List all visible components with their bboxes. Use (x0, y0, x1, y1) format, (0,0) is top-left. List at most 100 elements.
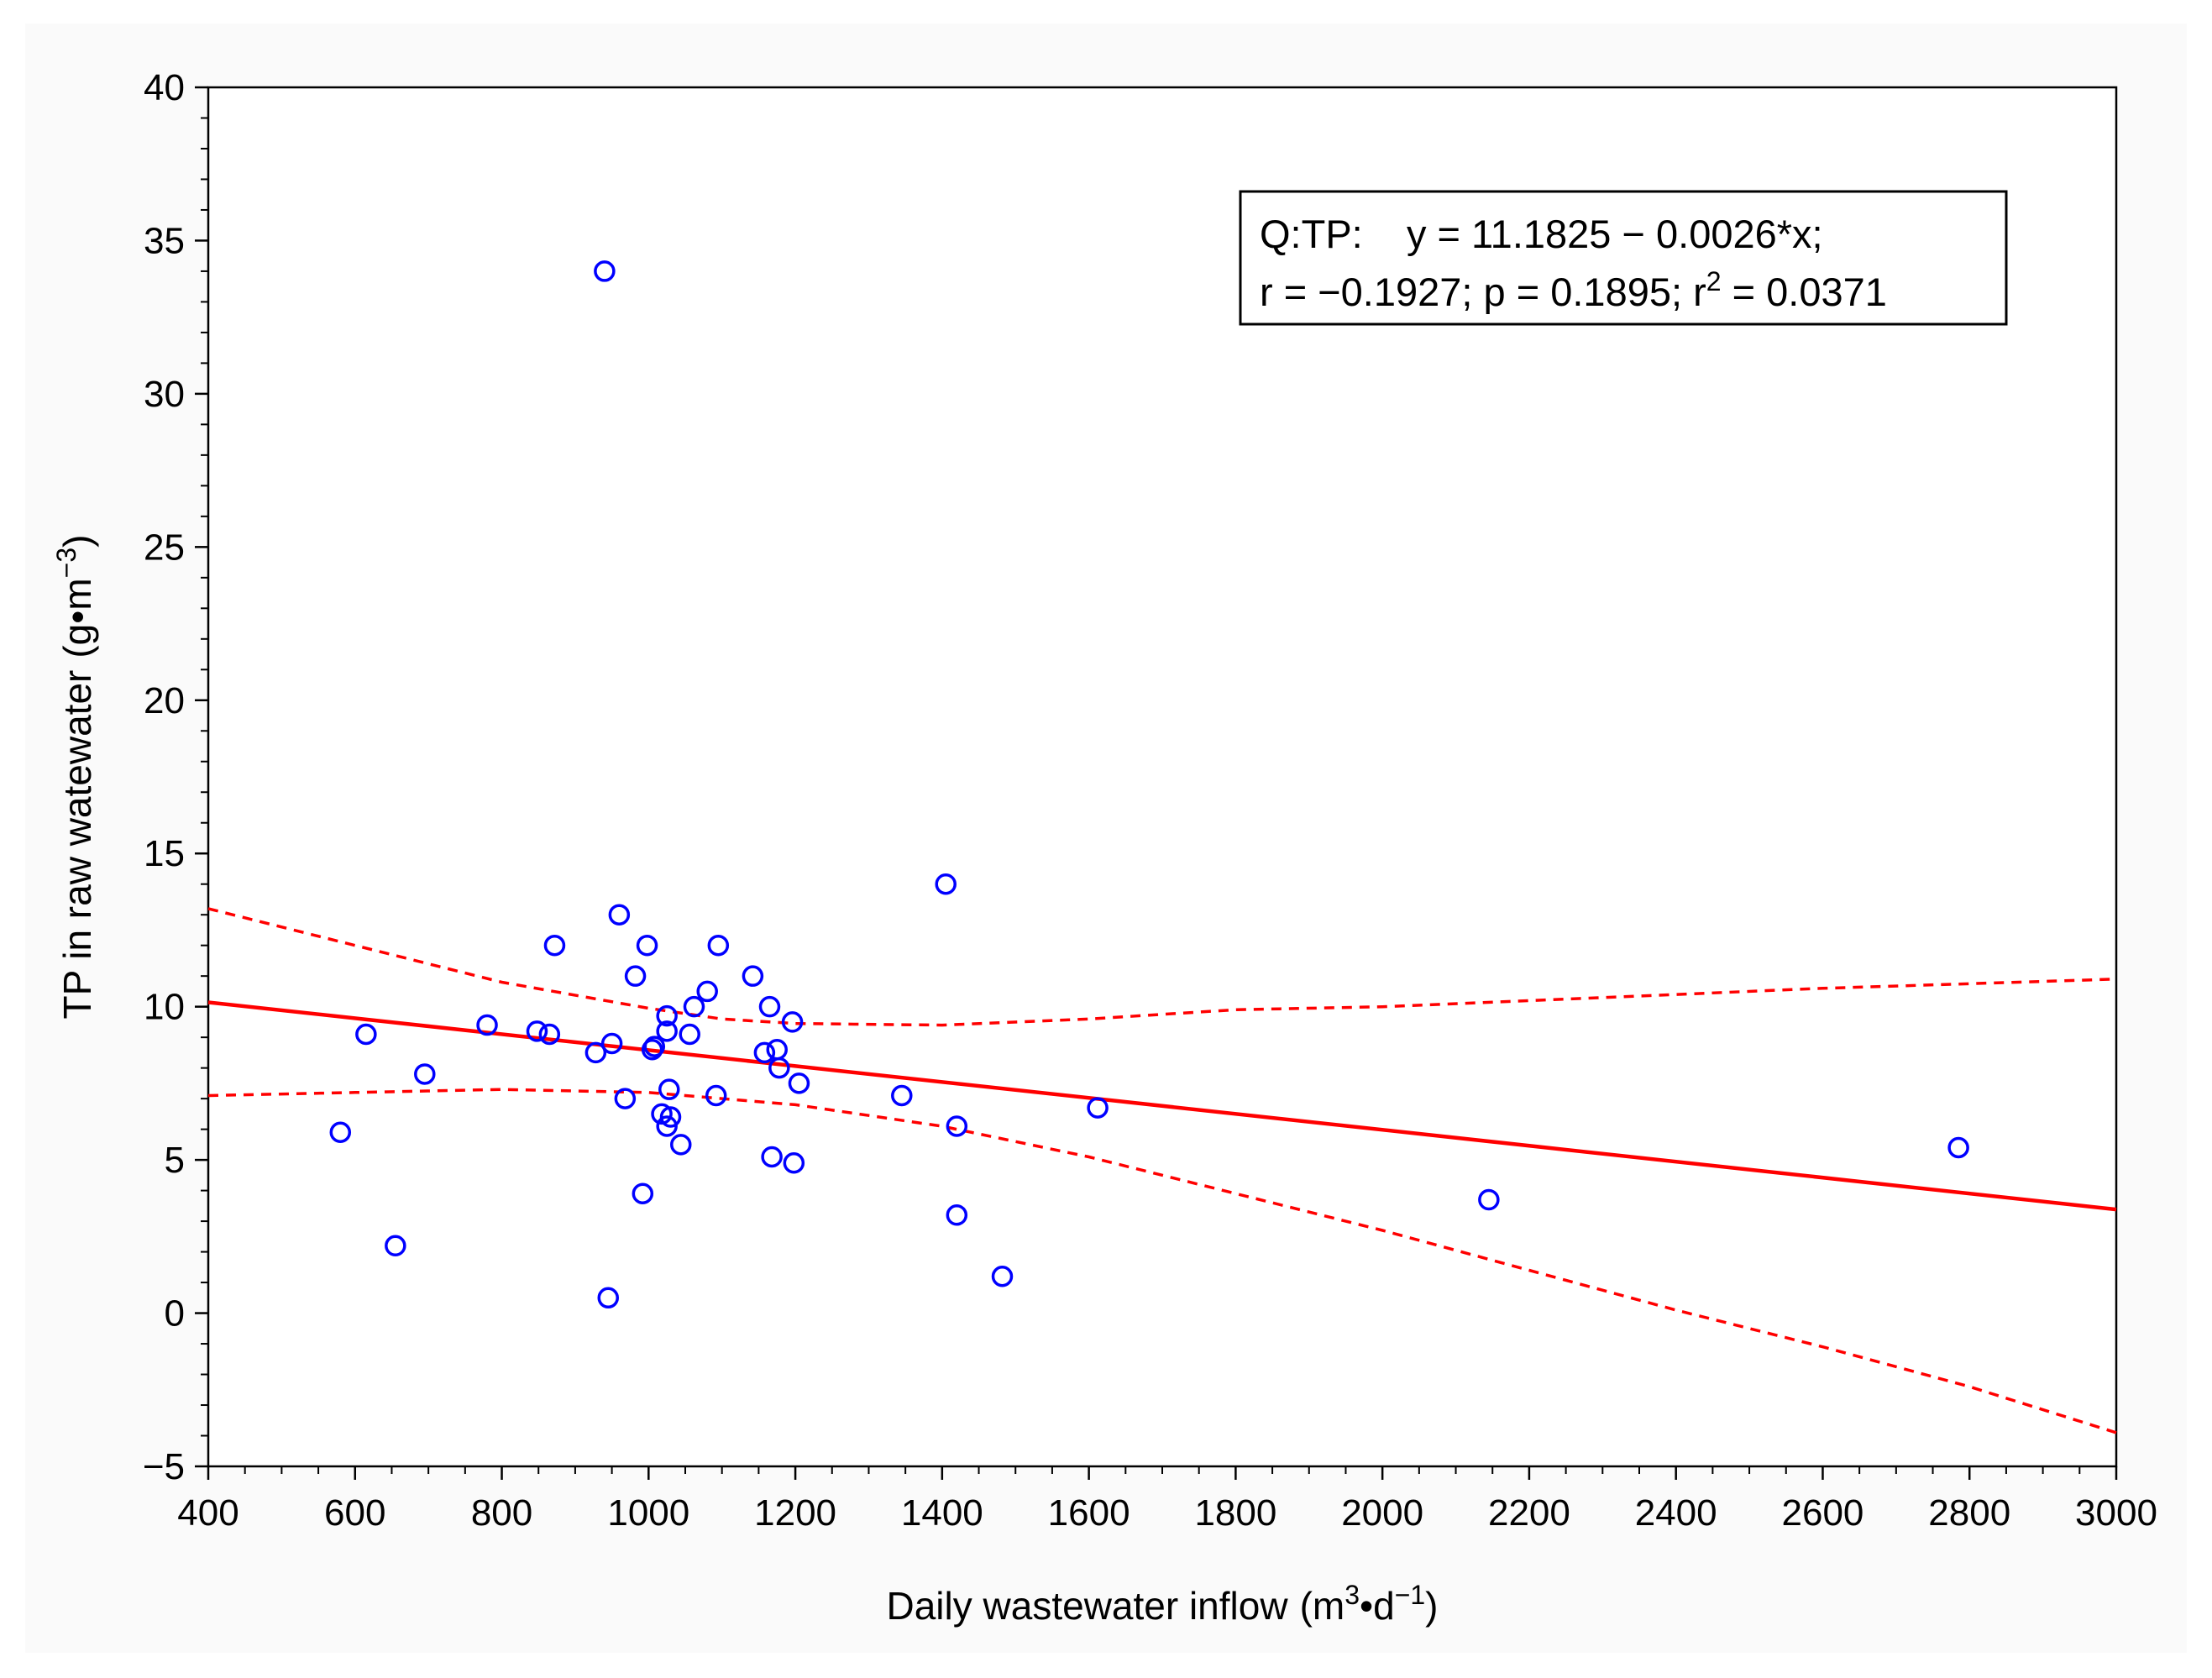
data-point (608, 904, 631, 926)
data-point (705, 1084, 727, 1107)
axis-ticks (195, 86, 2118, 1480)
x-tick-label: 1600 (1048, 1492, 1130, 1534)
y-tick-label: 0 (165, 1293, 185, 1335)
x-tick-label: 2200 (1488, 1492, 1570, 1534)
data-point (632, 1182, 654, 1204)
annotation-line-2: r = −0.1927; p = 0.1895; r2 = 0.0371 (1260, 266, 1887, 314)
x-tick-label: 2400 (1635, 1492, 1717, 1534)
annotation-line-2-part-b: = 0.0371 (1722, 270, 1887, 314)
scatter-chart: 400 600 800 1000 1200 1400 1600 1800 2000 2200 240… (51, 67, 2157, 1628)
data-point (761, 1146, 783, 1168)
y-axis-unit-sup: −3 (51, 548, 81, 578)
data-point (538, 1023, 561, 1046)
data-point (696, 980, 718, 1003)
x-tick-label: 800 (471, 1492, 532, 1534)
data-point (742, 965, 764, 987)
data-point (679, 1023, 700, 1046)
data-point (935, 873, 957, 895)
y-tick-label: 25 (144, 527, 185, 568)
confidence-bands (207, 907, 2117, 1434)
data-point (643, 1036, 666, 1057)
x-tick-labels: 400 600 800 1000 1200 1400 1600 1800 2000 2200 240… (177, 1492, 2157, 1534)
annotation-box (1239, 190, 2008, 326)
data-point (781, 1011, 804, 1033)
data-point (788, 1072, 810, 1094)
y-axis-unit-open: (g•m (55, 578, 99, 658)
data-point (670, 1134, 692, 1156)
data-point (584, 1041, 607, 1064)
y-axis-title-text: TP in raw watewater (55, 670, 99, 1020)
y-tick-label: −5 (143, 1446, 185, 1487)
x-axis-title-text: Daily wastewater inflow (887, 1584, 1289, 1628)
data-point (636, 934, 658, 957)
lower-confidence-line (207, 1088, 2117, 1434)
y-tick-label: 15 (144, 833, 185, 874)
x-tick-label: 2000 (1341, 1492, 1423, 1534)
x-tick-label: 3000 (2075, 1492, 2157, 1534)
annotation-r2-superscript: 2 (1706, 266, 1722, 296)
data-point (658, 1078, 680, 1100)
data-point (385, 1235, 406, 1257)
data-points (329, 260, 1969, 1309)
y-tick-label: 20 (144, 680, 185, 721)
data-point (758, 995, 781, 1018)
x-tick-label: 1000 (607, 1492, 689, 1534)
data-point (476, 1014, 498, 1036)
annotation-line-2-part-a: r = −0.1927; p = 0.1895; r (1260, 270, 1706, 314)
data-point (594, 260, 616, 282)
data-point (600, 1032, 623, 1055)
data-point (597, 1287, 619, 1309)
x-axis-title: Daily wastewater inflow (m3•d−1) (887, 1580, 1439, 1628)
data-point (656, 1020, 678, 1042)
data-point (656, 1004, 678, 1027)
x-axis-unit-sup2: −1 (1395, 1580, 1425, 1610)
y-tick-label: 35 (144, 220, 185, 261)
data-point (614, 1088, 637, 1109)
data-point (1087, 1097, 1109, 1119)
x-tick-label: 2600 (1782, 1492, 1864, 1534)
data-point (526, 1020, 548, 1042)
y-tick-label: 10 (144, 987, 185, 1028)
data-point (329, 1121, 352, 1144)
x-tick-label: 1800 (1194, 1492, 1276, 1534)
x-axis-unit-open: (m (1300, 1584, 1345, 1628)
regression-line-group (207, 1000, 2117, 1212)
upper-confidence-line (207, 907, 2117, 1027)
data-point (659, 1106, 682, 1128)
annotation-line-1: Q:TP: y = 11.1825 − 0.0026*x; (1260, 212, 1823, 256)
data-point (414, 1063, 436, 1085)
x-tick-label: 2800 (1928, 1492, 2010, 1534)
data-point (891, 1084, 913, 1107)
regression-annotation: Q:TP: y = 11.1825 − 0.0026*x; r = −0.192… (1239, 190, 2008, 326)
data-point (624, 965, 647, 987)
data-point (355, 1023, 377, 1046)
data-point (753, 1041, 776, 1064)
data-point (651, 1103, 673, 1125)
data-point (656, 1115, 678, 1137)
x-tick-label: 600 (324, 1492, 385, 1534)
x-axis-unit-mid: •d (1360, 1584, 1395, 1628)
x-tick-label: 400 (177, 1492, 238, 1534)
x-axis-unit-sup1: 3 (1344, 1580, 1360, 1610)
figure-background: 400 600 800 1000 1200 1400 1600 1800 2000 2200 240… (25, 24, 2187, 1653)
x-tick-label: 1200 (754, 1492, 836, 1534)
y-tick-label: 40 (144, 67, 185, 108)
x-axis-unit-close: ) (1425, 1584, 1438, 1628)
data-point (946, 1115, 968, 1137)
data-point (683, 995, 705, 1018)
data-point (768, 1057, 790, 1079)
data-point (946, 1204, 968, 1226)
y-axis-title: TP in raw watewater (g•m−3) (51, 534, 99, 1019)
data-point (641, 1039, 663, 1061)
data-point (543, 934, 566, 957)
data-point (1478, 1188, 1500, 1211)
y-axis-unit-close: ) (55, 534, 99, 547)
y-tick-labels: −5 0 5 10 15 20 25 30 35 40 (143, 67, 185, 1487)
data-point (1947, 1136, 1969, 1159)
y-tick-label: 30 (144, 374, 185, 415)
y-tick-label: 5 (165, 1140, 185, 1181)
data-point (783, 1152, 805, 1174)
data-point (991, 1266, 1014, 1287)
x-tick-label: 1400 (901, 1492, 983, 1534)
data-point (707, 934, 730, 957)
